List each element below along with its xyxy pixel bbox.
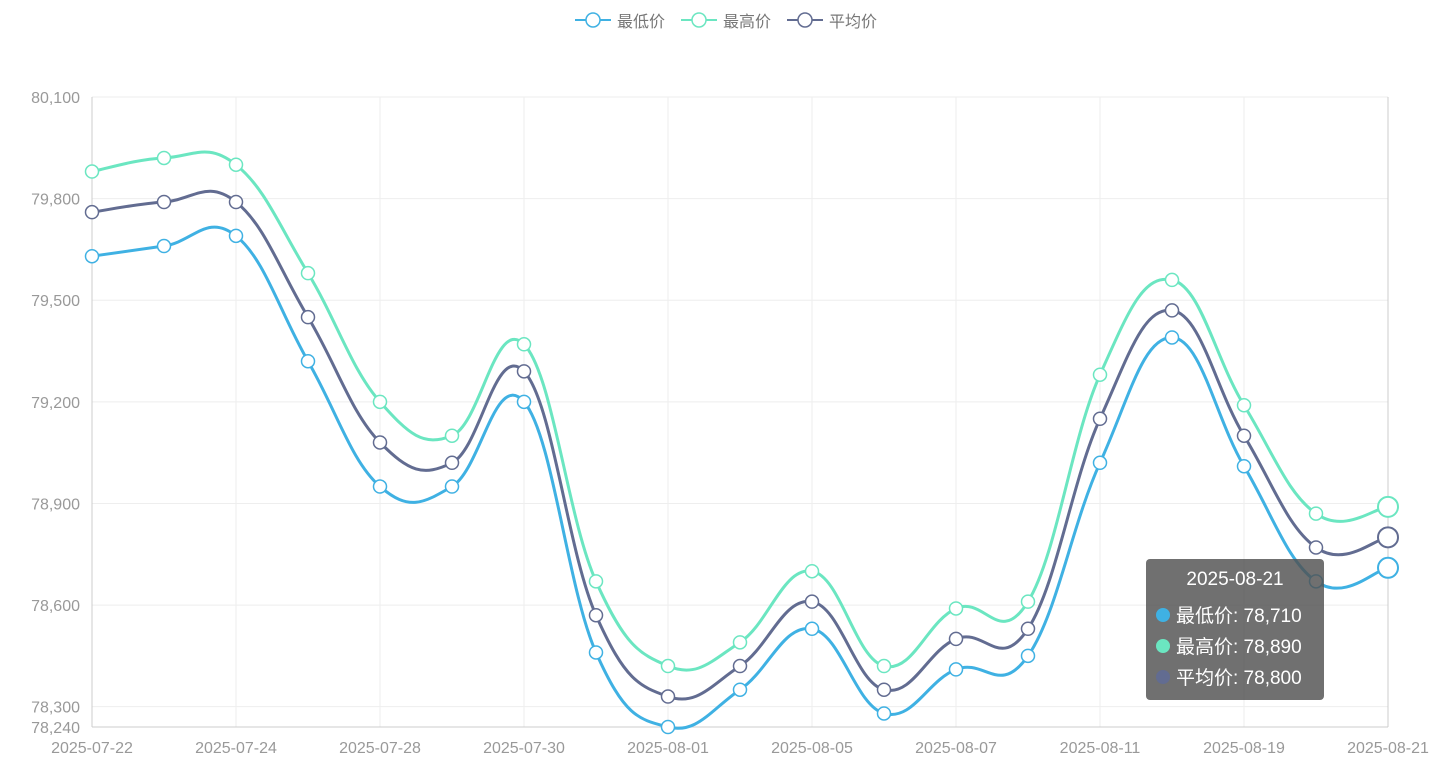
- tooltip-dot-low: [1156, 607, 1170, 622]
- x-tick-label: 2025-07-22: [51, 740, 133, 757]
- data-point: [516, 394, 532, 410]
- y-tick-label: 78,900: [31, 496, 80, 513]
- data-point: [1377, 526, 1399, 549]
- data-point: [84, 204, 100, 220]
- data-point: [372, 435, 388, 450]
- data-point: [1020, 648, 1036, 664]
- tooltip-text-high: 最高价: 78,890: [1176, 637, 1302, 658]
- x-tick-label: 2025-08-05: [771, 740, 853, 757]
- data-point: [228, 157, 244, 172]
- y-axis: 80,100 79,800 79,500 79,200 78,900 78,600 78,3…: [31, 90, 1389, 737]
- data-point: [948, 601, 964, 616]
- y-tick-label: 78,600: [31, 598, 80, 615]
- data-point: [1164, 330, 1180, 345]
- x-axis: 2025-07-22 2025-07-24 2025-07-28 2025-07-30…: [51, 726, 1429, 757]
- data-point: [732, 658, 748, 674]
- data-point: [1020, 621, 1036, 637]
- data-point: [156, 150, 172, 166]
- legend-item-low[interactable]: 最低价: [574, 8, 665, 32]
- data-point: [660, 658, 676, 674]
- data-point: [228, 194, 244, 210]
- legend-marker-low: [574, 12, 611, 28]
- data-point: [372, 479, 388, 494]
- x-tick-label: 2025-08-01: [627, 740, 709, 757]
- data-point: [948, 662, 964, 677]
- tooltip-text-low: 最低价: 78,710: [1176, 606, 1302, 627]
- legend: 最低价 最高价 平均价: [0, 8, 1452, 32]
- tooltip-row-high: 最高价: 78,890: [1156, 630, 1324, 661]
- data-point: [156, 238, 172, 254]
- legend-label-high: 最高价: [722, 14, 771, 31]
- data-point: [516, 337, 532, 352]
- legend-marker-avg: [787, 12, 823, 28]
- data-point: [84, 248, 100, 264]
- data-point: [804, 621, 820, 637]
- data-point: [1236, 458, 1252, 474]
- x-tick-label: 2025-08-21: [1347, 740, 1429, 757]
- data-point: [804, 594, 820, 609]
- data-point: [444, 455, 460, 471]
- data-point: [516, 364, 532, 379]
- data-point: [1092, 367, 1108, 382]
- data-point: [588, 645, 604, 660]
- legend-item-avg[interactable]: 平均价: [787, 8, 877, 32]
- legend-label-low: 最低价: [616, 14, 665, 31]
- data-point: [1092, 411, 1108, 427]
- tooltip: 2025-08-21 最低价: 78,710 最高价: 78,890 平均价: …: [1146, 559, 1324, 700]
- data-point: [444, 479, 460, 494]
- data-point: [300, 353, 316, 369]
- tooltip-title: 2025-08-21: [1186, 569, 1284, 590]
- y-tick-label: 78,240: [31, 720, 80, 737]
- data-point: [228, 228, 244, 244]
- data-point: [1020, 594, 1036, 609]
- y-tick-label: 78,300: [31, 700, 80, 717]
- legend-item-high[interactable]: 最高价: [680, 8, 771, 32]
- data-point: [1164, 303, 1180, 318]
- data-point: [876, 682, 892, 697]
- data-point: [804, 563, 820, 579]
- legend-marker-high: [680, 12, 717, 28]
- tooltip-row-avg: 平均价: 78,800: [1156, 661, 1324, 692]
- data-point: [660, 719, 676, 735]
- data-point: [588, 607, 604, 623]
- tooltip-dot-high: [1156, 638, 1170, 653]
- data-point: [732, 635, 748, 650]
- x-tick-label: 2025-08-11: [1060, 740, 1141, 757]
- data-point: [444, 428, 460, 443]
- data-point: [948, 631, 964, 647]
- x-tick-label: 2025-08-19: [1203, 740, 1285, 757]
- x-tick-label: 2025-08-07: [915, 740, 997, 757]
- data-point: [1092, 455, 1108, 471]
- data-point: [156, 194, 172, 210]
- tooltip-text-avg: 平均价: 78,800: [1176, 668, 1302, 689]
- y-tick-label: 79,800: [31, 192, 80, 209]
- y-tick-label: 79,500: [31, 293, 80, 310]
- legend-label-avg: 平均价: [829, 14, 878, 31]
- data-point: [300, 309, 316, 325]
- data-point: [84, 164, 100, 179]
- y-tick-label: 80,100: [31, 90, 80, 107]
- tooltip-row-low: 最低价: 78,710: [1156, 599, 1324, 630]
- data-point: [876, 706, 892, 721]
- data-point: [1377, 556, 1399, 579]
- y-tick-label: 79,200: [31, 395, 80, 412]
- series-points: [84, 150, 1399, 735]
- data-point: [300, 265, 316, 281]
- x-tick-label: 2025-07-30: [483, 740, 565, 757]
- tooltip-dot-avg: [1156, 669, 1170, 684]
- x-tick-label: 2025-07-24: [195, 740, 277, 757]
- data-point: [1308, 506, 1324, 521]
- data-point: [1236, 428, 1252, 443]
- data-point: [1308, 540, 1324, 555]
- data-point: [372, 394, 388, 410]
- data-point: [588, 574, 604, 589]
- data-point: [1377, 495, 1399, 518]
- data-point: [1236, 397, 1252, 413]
- data-point: [732, 682, 748, 697]
- data-point: [660, 689, 676, 704]
- data-point: [876, 658, 892, 674]
- data-point: [1164, 272, 1180, 288]
- x-tick-label: 2025-07-28: [339, 740, 421, 757]
